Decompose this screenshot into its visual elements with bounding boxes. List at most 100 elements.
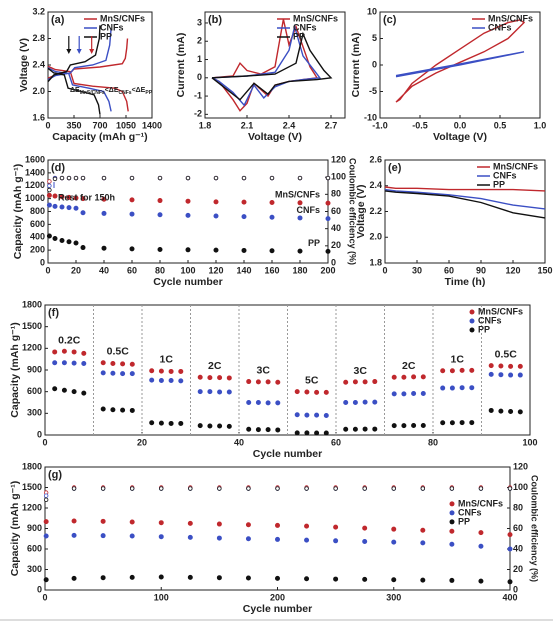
capacity-point [213,247,219,253]
capacity-point [297,215,303,221]
x-tick-label: 700 [92,120,107,130]
efficiency-point [269,175,275,181]
capacity-point [217,375,223,381]
efficiency-point [241,175,247,181]
y-tick-label: 900 [27,364,42,374]
capacity-point [59,194,65,200]
y-tick-label: 2.2 [369,206,382,216]
series-line [395,51,525,78]
x-tick-label: 2.7 [325,120,338,130]
capacity-point [304,389,310,395]
efficiency-point [101,175,107,181]
capacity-point [391,526,397,532]
capacity-point [158,534,164,540]
x-tick-label: 400 [502,592,517,602]
capacity-point [449,368,455,374]
y2-axis-label: Coulombic efficiency (%) [530,475,540,582]
capacity-point [120,407,126,413]
capacity-point [420,540,426,546]
efficiency-point [275,486,280,491]
capacity-point [168,377,174,383]
y-tick-label: 1200 [22,502,42,512]
x-tick-label: 350 [66,120,81,130]
capacity-point [157,212,163,218]
capacity-point [449,577,455,583]
capacity-point [420,390,426,396]
capacity-point [157,246,163,252]
capacity-point [449,528,455,534]
y-tick-label: 1 [197,54,202,64]
capacity-point [411,374,417,380]
capacity-point [216,535,222,541]
x-tick-label: 1400 [142,120,162,130]
capacity-point [71,575,77,581]
capacity-point [178,420,184,426]
legend-swatch [449,501,455,507]
y-axis-label: Current (mA) [350,33,362,98]
x-axis-label: Cycle number [153,276,222,288]
series-line [211,23,322,107]
capacity-point [411,422,417,428]
y-axis-label: Capacity (mAh g⁻¹) [12,164,24,259]
y2-tick-label: 80 [513,502,523,512]
capacity-point [488,363,494,369]
x-tick-label: 30 [412,265,422,275]
x-tick-label: 100 [522,437,537,447]
capacity-point [100,518,106,524]
capacity-point [275,379,281,385]
y2-tick-label: 20 [331,240,341,250]
capacity-point [71,518,77,524]
rate-label: 0.2C [58,335,81,347]
capacity-point [43,533,49,539]
capacity-point [304,523,310,529]
capacity-point [391,374,397,380]
efficiency-point [52,176,58,182]
capacity-point [52,193,58,199]
y2-tick-label: 100 [331,172,346,182]
y-tick-label: 1600 [25,154,45,164]
x-tick-label: 120 [505,265,520,275]
capacity-point [325,248,331,254]
capacity-point [80,245,86,251]
capacity-point [507,579,513,585]
capacity-point [241,199,247,205]
y-tick-label: 1200 [25,180,45,190]
capacity-point [100,360,106,366]
x-tick-label: 90 [476,265,486,275]
x-tick-label: 200 [320,265,335,275]
y-tick-label: 2.8 [32,33,45,43]
y-tick-label: 400 [30,232,45,242]
y-tick-label: 200 [30,245,45,255]
efficiency-point [129,175,135,181]
x-tick-label: 2.1 [241,120,254,130]
x-tick-label: 0 [45,265,50,275]
rate-label: 3C [354,365,368,377]
panel-label: (f) [48,307,59,319]
y-tick-label: 3.2 [32,6,45,16]
capacity-point [149,377,155,383]
capacity-point [246,379,252,385]
rate-label: 0.5C [107,346,130,358]
efficiency-point [47,183,52,188]
capacity-point [185,198,191,204]
capacity-point [187,534,193,540]
capacity-point [469,420,475,426]
x-axis-label: Voltage (V) [433,131,487,143]
capacity-point [187,520,193,526]
capacity-point [46,233,52,239]
capacity-point [304,430,310,436]
capacity-point [158,368,164,374]
capacity-point [216,521,222,527]
legend-label: MnS/CNFs [488,13,533,23]
capacity-point [71,389,77,395]
capacity-point [197,389,203,395]
capacity-point [241,247,247,253]
legend-swatch [469,309,475,315]
capacity-point [217,389,223,395]
x-tick-label: 20 [137,437,147,447]
y-tick-label: 2.0 [32,86,45,96]
capacity-point [304,412,310,418]
y-tick-label: 1800 [22,299,42,309]
efficiency-point [213,175,219,181]
